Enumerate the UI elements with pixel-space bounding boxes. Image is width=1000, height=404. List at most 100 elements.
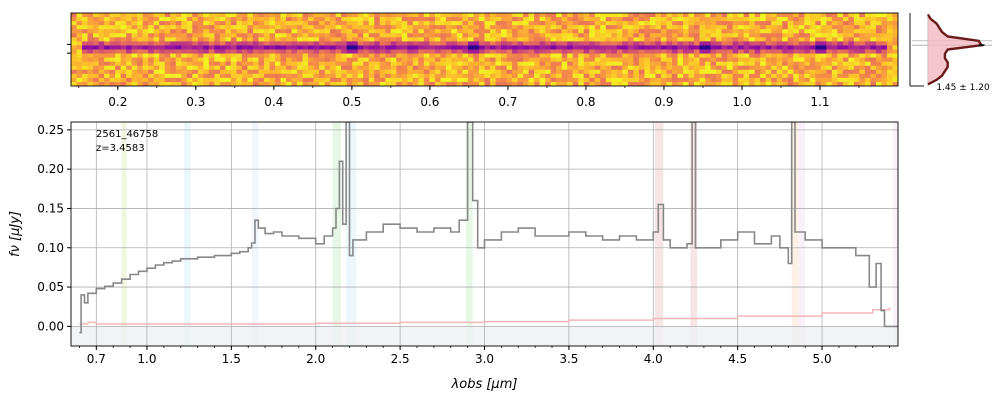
heatmap-cell <box>241 57 248 63</box>
heatmap-cell <box>705 37 711 42</box>
heatmap-cell <box>611 21 618 26</box>
heatmap-cell <box>870 21 877 26</box>
heatmap-cell <box>666 81 673 86</box>
heatmap-cell <box>760 65 767 71</box>
heatmap-cell <box>633 13 640 18</box>
heatmap-cell <box>93 21 99 26</box>
heatmap-cell <box>831 25 838 30</box>
heatmap-cell <box>297 57 303 63</box>
heatmap-cell <box>434 73 441 79</box>
heatmap-cell <box>346 45 353 50</box>
heatmap-cell <box>462 21 469 26</box>
heatmap-cell <box>848 45 855 50</box>
heatmap-cell <box>104 25 110 30</box>
heatmap-cell <box>771 61 778 67</box>
heatmap-cell <box>627 49 634 54</box>
heatmap-cell <box>743 21 750 26</box>
heatmap-cell <box>782 25 789 30</box>
heatmap-cell <box>638 81 645 86</box>
heatmap-cell <box>749 37 756 42</box>
heatmap-cell <box>875 37 882 42</box>
heatmap-cell <box>765 33 772 38</box>
heatmap-cell <box>181 41 188 46</box>
heatmap-cell <box>688 33 695 38</box>
heatmap-cell <box>512 49 518 54</box>
heatmap-cell <box>688 81 695 86</box>
heatmap-cell <box>721 73 728 79</box>
heatmap-cell <box>583 69 590 75</box>
heatmap-cell <box>142 17 149 22</box>
heatmap-cell <box>214 73 221 79</box>
heatmap-cell <box>881 17 888 22</box>
heatmap-cell <box>892 37 898 42</box>
heatmap-cell <box>572 45 579 50</box>
heatmap-cell <box>302 61 309 67</box>
heatmap-cell <box>831 53 838 59</box>
heatmap-cell <box>407 41 414 46</box>
heatmap-cell <box>815 45 822 50</box>
heatmap-cell <box>186 13 193 18</box>
heatmap-cell <box>104 37 110 42</box>
heatmap-cell <box>853 41 860 46</box>
heatmap-cell <box>660 77 667 83</box>
heatmap-cell <box>556 41 563 46</box>
heatmap-cell <box>682 69 689 75</box>
heatmap-cell <box>286 29 292 34</box>
heatmap-cell <box>368 73 375 79</box>
top-x-tick-label: 0.5 <box>342 95 361 109</box>
heatmap-cell <box>820 17 827 22</box>
heatmap-cell <box>258 49 265 54</box>
heatmap-cell <box>578 29 585 34</box>
heatmap-cell <box>727 77 733 83</box>
heatmap-cell <box>567 77 574 83</box>
heatmap-cell <box>352 49 359 54</box>
heatmap-cell <box>197 77 204 83</box>
heatmap-cell <box>660 57 667 63</box>
heatmap-cell <box>385 69 392 75</box>
heatmap-cell <box>727 49 733 54</box>
heatmap-cell <box>379 61 386 67</box>
heatmap-cell <box>776 45 783 50</box>
heatmap-cell <box>738 49 745 54</box>
heatmap-cell <box>853 25 860 30</box>
heatmap-cell <box>705 81 711 86</box>
heatmap-cell <box>142 61 149 67</box>
y-tick-label: 0.25 <box>37 123 64 137</box>
heatmap-cell <box>837 73 844 79</box>
heatmap-cell <box>842 37 849 42</box>
heatmap-cell <box>545 29 552 34</box>
heatmap-cell <box>175 77 182 83</box>
heatmap-cell <box>197 21 204 26</box>
heatmap-cell <box>308 33 314 38</box>
heatmap-cell <box>82 45 88 50</box>
heatmap-cell <box>589 13 596 18</box>
heatmap-cell <box>104 61 110 67</box>
heatmap-cell <box>352 33 359 38</box>
line-band <box>121 122 127 346</box>
heatmap-cell <box>589 69 596 75</box>
heatmap-cell <box>495 33 502 38</box>
heatmap-cell <box>423 29 430 34</box>
heatmap-cell <box>837 25 844 30</box>
heatmap-cell <box>622 77 629 83</box>
heatmap-cell <box>175 37 182 42</box>
heatmap-cell <box>638 65 645 71</box>
heatmap-cell <box>82 81 88 86</box>
heatmap-cell <box>175 73 182 79</box>
heatmap-cell <box>175 69 182 75</box>
heatmap-cell <box>594 61 601 67</box>
heatmap-cell <box>429 29 436 34</box>
heatmap-cell <box>330 77 337 83</box>
heatmap-cell <box>363 25 370 30</box>
heatmap-cell <box>208 57 215 63</box>
heatmap-cell <box>534 57 541 63</box>
heatmap-cell <box>423 65 430 71</box>
heatmap-cell <box>793 57 800 63</box>
heatmap-cell <box>214 77 221 83</box>
heatmap-cell <box>197 49 204 54</box>
heatmap-cell <box>390 81 397 86</box>
heatmap-cell <box>330 37 337 42</box>
heatmap-cell <box>390 41 397 46</box>
heatmap-cell <box>197 41 204 46</box>
heatmap-cell <box>159 53 166 59</box>
